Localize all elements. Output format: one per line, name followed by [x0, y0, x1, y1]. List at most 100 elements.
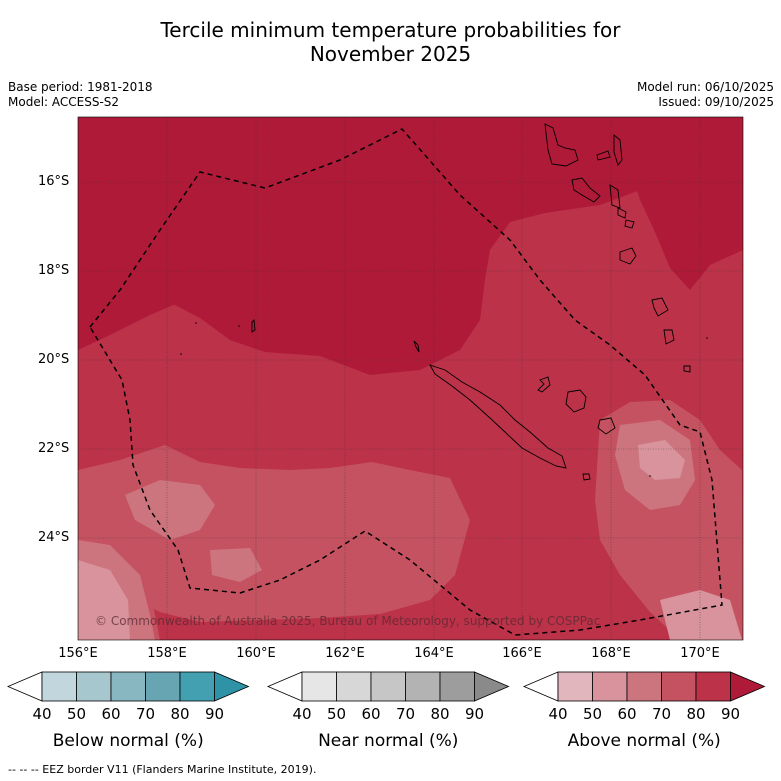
colorbar-segment: [592, 671, 628, 702]
chart-title: Tercile minimum temperature probabilitie…: [0, 18, 781, 66]
lon-label-160e: 160°E: [236, 646, 276, 661]
colorbar-tick-label: 80: [686, 705, 706, 723]
meta-right: Model run: 06/10/2025 Issued: 09/10/2025: [637, 80, 774, 110]
reef-dot-2: [180, 353, 182, 355]
colorbar-title-below-normal: Below normal (%): [52, 731, 204, 751]
base-period: Base period: 1981-2018: [8, 80, 153, 94]
title-line-1: Tercile minimum temperature probabilitie…: [160, 18, 621, 42]
island-epi: [617, 207, 627, 219]
island-ouvea: [537, 376, 551, 393]
island-ambae: [596, 150, 611, 161]
island-belep: [413, 340, 420, 353]
colorbar-segment: [336, 671, 372, 702]
island-tanna: [663, 329, 675, 345]
colorbar-segment: [145, 671, 181, 702]
colorbar-extension-low: [6, 671, 43, 702]
island-mare: [597, 417, 616, 435]
island-espiritu-santo: [544, 123, 579, 167]
grid-lines: [78, 117, 743, 640]
reef-dot-1: [195, 322, 197, 324]
colorbar-tick-label: 50: [66, 705, 87, 723]
shade-above-50: [78, 560, 130, 640]
colorbar-segment: [661, 671, 697, 702]
colorbar-tick-label: 50: [326, 705, 347, 723]
colorbar-tick-label: 50: [582, 705, 603, 723]
colorbar-above-normal: [522, 671, 766, 702]
island-malekula: [571, 177, 601, 203]
colorbar-tick-label: 40: [292, 705, 312, 723]
colorbar-segment: [41, 671, 77, 702]
eez-footnote: -- -- -- EEZ border V11 (Flanders Marine…: [8, 763, 317, 776]
colorbar-extension-high: [474, 671, 510, 702]
lon-label-162e: 162°E: [325, 646, 365, 661]
colorbar-segment: [405, 671, 441, 702]
colorbar-below-normal: [6, 671, 250, 702]
island-lifou: [565, 389, 587, 413]
colorbar-tick-label: 90: [464, 705, 485, 723]
colorbar-extension-high: [730, 671, 766, 702]
shade-above-50-se: [638, 440, 685, 480]
lat-label-20s: 20°S: [38, 352, 70, 367]
colorbar-segment: [557, 671, 593, 702]
model-name: Model: ACCESS-S2: [8, 95, 120, 109]
lon-label-156e: 156°E: [58, 646, 98, 661]
lon-label-168e: 168°E: [591, 646, 631, 661]
reef-dot-5: [706, 337, 708, 339]
shade-above-90-right: [630, 117, 743, 290]
title-line-2: November 2025: [309, 42, 472, 66]
colorbar-tick-label: 80: [430, 705, 450, 723]
colorbar-title-above-normal: Above normal (%): [567, 731, 721, 751]
copyright-notice: © Commonwealth of Australia 2025, Bureau…: [95, 614, 601, 628]
eez-border: [89, 128, 723, 636]
colorbar-tick-label: 70: [395, 705, 416, 723]
reef-dot-4: [649, 475, 651, 477]
colorbar-near-normal: [266, 671, 510, 702]
colorbar-extension-high: [214, 671, 250, 702]
lat-label-22s: 22°S: [38, 441, 70, 456]
lon-label-170e: 170°E: [680, 646, 720, 661]
colorbar-segment: [179, 671, 215, 702]
colorbar-segment: [76, 671, 112, 702]
colorbar-tick-label: 70: [651, 705, 672, 723]
island-maewo: [613, 134, 623, 166]
island-chesterfield: [251, 319, 256, 333]
colorbar-tick-label: 60: [361, 705, 381, 723]
colorbar-tick-label: 70: [135, 705, 156, 723]
colorbar-title-near-normal: Near normal (%): [318, 731, 459, 751]
meta-left: Base period: 1981-2018 Model: ACCESS-S2: [8, 80, 153, 110]
lat-label-16s: 16°S: [38, 174, 70, 189]
lat-label-24s: 24°S: [38, 530, 70, 545]
colorbar-tick-label: 60: [617, 705, 637, 723]
island-shepherds: [624, 219, 635, 229]
lat-label-18s: 18°S: [38, 263, 70, 278]
colorbar-segment: [626, 671, 662, 702]
colorbar-tick-label: 40: [548, 705, 568, 723]
colorbar-segment: [301, 671, 337, 702]
map-plot-area: [78, 117, 743, 640]
island-efate: [619, 247, 637, 265]
colorbar-segment: [695, 671, 731, 702]
colorbar-extension-low: [266, 671, 303, 702]
lon-label-158e: 158°E: [147, 646, 187, 661]
island-erromango: [651, 297, 669, 317]
colorbar-segment: [110, 671, 146, 702]
colorbar-segment: [370, 671, 406, 702]
colorbar-segment: [439, 671, 475, 702]
lon-label-164e: 164°E: [414, 646, 454, 661]
colorbar-extension-low: [522, 671, 559, 702]
colorbar-tick-label: 90: [720, 705, 741, 723]
colorbar-tick-label: 40: [32, 705, 52, 723]
island-new-caledonia: [429, 364, 567, 469]
colorbar-tick-label: 60: [101, 705, 121, 723]
model-run: Model run: 06/10/2025: [636, 80, 774, 94]
island-isle-of-pines: [582, 473, 591, 481]
island-pentecost: [609, 184, 621, 209]
issued-date: Issued: 09/10/2025: [658, 95, 774, 109]
reef-dot-3: [238, 325, 240, 327]
map-frame: [77, 116, 744, 641]
colorbar-tick-label: 80: [170, 705, 190, 723]
lon-label-166e: 166°E: [502, 646, 542, 661]
shade-above-60: [125, 480, 215, 540]
shade-above-60-s: [210, 548, 262, 582]
